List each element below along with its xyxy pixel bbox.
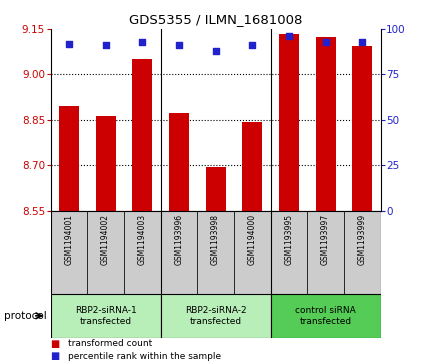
Text: GSM1193996: GSM1193996 [174,214,183,265]
Text: GSM1193998: GSM1193998 [211,214,220,265]
Bar [242,122,262,211]
Bar [132,59,152,211]
Text: protocol: protocol [4,311,47,321]
Text: RBP2-siRNA-1
transfected: RBP2-siRNA-1 transfected [75,306,136,326]
Text: transformed count: transformed count [68,339,152,348]
Bar [271,294,381,338]
Bar [344,211,381,294]
Bar [161,211,197,294]
Text: GSM1194001: GSM1194001 [64,214,73,265]
Bar [51,294,161,338]
Text: percentile rank within the sample: percentile rank within the sample [68,352,221,361]
Bar [59,106,79,211]
Text: ■: ■ [51,351,60,362]
Text: RBP2-siRNA-2
transfected: RBP2-siRNA-2 transfected [185,306,246,326]
Bar [307,211,344,294]
Text: GSM1193995: GSM1193995 [284,214,293,265]
Bar [315,37,336,211]
Point [249,42,256,48]
Text: GSM1194003: GSM1194003 [138,214,147,265]
Bar [169,113,189,211]
Point [139,39,146,45]
Text: GSM1193999: GSM1193999 [358,214,367,265]
Text: ■: ■ [51,339,60,349]
Point [66,41,73,46]
Text: GDS5355 / ILMN_1681008: GDS5355 / ILMN_1681008 [129,13,302,26]
Bar [279,34,299,211]
Point [212,48,219,54]
Bar [95,116,116,211]
Bar [271,211,307,294]
Bar [352,46,372,211]
Text: GSM1194002: GSM1194002 [101,214,110,265]
Point [102,42,109,48]
Bar [197,211,234,294]
Point [359,39,366,45]
Point [176,42,183,48]
Bar [124,211,161,294]
Text: GSM1194000: GSM1194000 [248,214,257,265]
Point [286,33,293,39]
Point [322,39,329,45]
Bar [234,211,271,294]
Bar [205,167,226,211]
Bar [51,211,87,294]
Bar [87,211,124,294]
Text: GSM1193997: GSM1193997 [321,214,330,265]
Text: control siRNA
transfected: control siRNA transfected [295,306,356,326]
Bar [161,294,271,338]
